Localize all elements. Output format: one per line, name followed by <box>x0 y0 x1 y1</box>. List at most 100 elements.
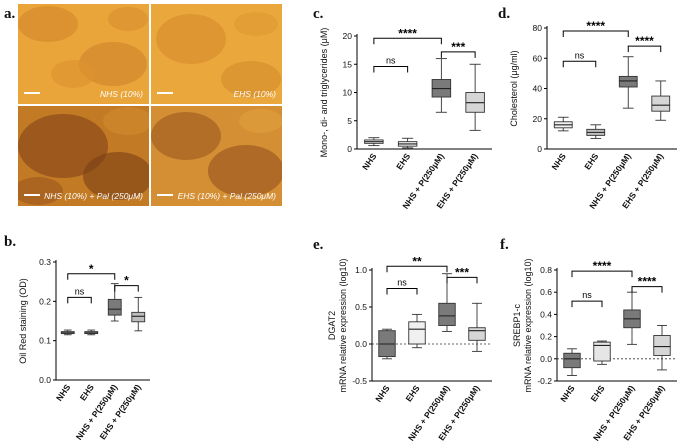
y-tick-label: 80 <box>533 23 543 33</box>
panel-label-e: e. <box>313 237 324 253</box>
y-tick-label: 5 <box>347 116 352 126</box>
y-tick-label: 20 <box>533 114 543 124</box>
significance-label: **** <box>398 26 417 40</box>
box-iqr <box>563 352 581 369</box>
box-iqr <box>468 327 486 341</box>
y-tick-label: 0.4 <box>540 309 552 319</box>
box-3 <box>131 296 146 332</box>
scale-bar <box>24 194 40 196</box>
box-iqr <box>651 95 671 112</box>
micrograph-ehs: EHS (10%) <box>151 4 282 104</box>
bracket-line <box>114 285 139 292</box>
micrograph-nhs: NHS (10%) <box>18 4 149 104</box>
significance-label: *** <box>451 40 465 54</box>
micrograph-ehs-pal-image <box>151 106 282 206</box>
bracket-line <box>373 37 442 45</box>
y-tick-label: 0 <box>347 144 352 154</box>
bracket-line <box>440 51 476 58</box>
bracket-line <box>386 265 448 273</box>
y-axis-label: mRNA relative expression (log10) <box>523 258 533 392</box>
significance-bracket: * <box>67 262 116 280</box>
y-tick-label: 0.0 <box>39 375 51 385</box>
bracket-line <box>631 286 663 293</box>
y-tick-label: 1.0 <box>355 265 367 275</box>
panel-label-f: f. <box>500 237 509 253</box>
significance-label: ns <box>575 50 585 60</box>
y-tick-label: 20 <box>343 31 353 41</box>
box-1 <box>84 329 99 336</box>
x-tick-label: EHS <box>403 383 421 403</box>
box-iqr <box>107 298 122 316</box>
significance-bracket: *** <box>446 265 478 284</box>
bracket-line <box>562 30 629 38</box>
bracket-line <box>67 296 92 304</box>
significance-bracket: ns <box>67 286 92 304</box>
y-axis-label: DGAT2 <box>327 311 337 340</box>
significance-label: ns <box>386 56 396 66</box>
box-iqr <box>653 335 671 356</box>
panel-label-c: c. <box>313 6 324 22</box>
y-tick-label: -0.2 <box>537 376 552 386</box>
box-0 <box>364 137 384 147</box>
box-3 <box>465 63 485 131</box>
y-tick-label: 40 <box>533 84 543 94</box>
bracket-line <box>67 273 116 280</box>
significance-bracket: **** <box>562 19 629 38</box>
significance-bracket: ** <box>386 254 448 273</box>
box-2 <box>618 56 638 109</box>
micrograph-caption: NHS (10%) + Pal (250μM) <box>44 191 143 201</box>
significance-bracket: **** <box>627 34 662 53</box>
significance-label: ns <box>397 278 407 288</box>
significance-label: **** <box>586 19 605 33</box>
x-tick-label: NHS <box>373 383 392 404</box>
significance-label: **** <box>635 34 654 48</box>
x-tick-label: EHS <box>582 151 600 171</box>
significance-bracket: *** <box>440 40 476 58</box>
significance-bracket: ns <box>571 290 603 308</box>
significance-bracket: ns <box>373 56 409 73</box>
significance-label: * <box>124 274 129 288</box>
micrograph-caption: NHS (10%) <box>100 89 143 99</box>
y-tick-label: -0.5 <box>352 376 367 386</box>
y-axis-label: Mono-, di- and triglycerides (μM) <box>319 28 329 158</box>
bracket-line <box>571 270 633 278</box>
box-0 <box>378 328 396 360</box>
box-0 <box>60 329 75 336</box>
significance-bracket: **** <box>631 275 663 293</box>
x-tick-label: NHS <box>549 151 568 172</box>
bracket-line <box>562 60 597 68</box>
scale-bar <box>157 92 173 94</box>
bracket-line <box>571 300 603 308</box>
significance-label: ns <box>75 286 85 296</box>
x-tick-label: EHS <box>78 382 96 402</box>
y-tick-label: 0.6 <box>540 287 552 297</box>
box-3 <box>468 302 486 352</box>
bracket-line <box>627 45 662 53</box>
box-plot-glycerides: 0 5 10 15 20 Mono-, di- and triglycerides (μM… <box>319 26 492 211</box>
x-tick-label: EHS <box>394 151 412 171</box>
micrograph-caption: EHS (10%) <box>233 89 276 99</box>
box-0 <box>553 116 573 132</box>
box-1 <box>397 137 418 149</box>
y-axis-label: Cholesterol (μg/ml) <box>509 50 519 126</box>
significance-bracket: ns <box>562 50 597 68</box>
significance-bracket: * <box>114 274 139 292</box>
y-tick-label: 0.1 <box>39 336 51 346</box>
micrograph-ehs-pal: EHS (10%) + Pal (250μM) <box>151 106 282 206</box>
y-tick-label: 0.5 <box>355 302 367 312</box>
y-tick-label: 10 <box>343 88 353 98</box>
box-plot-srebp1c: -0.2 0.0 0.2 0.4 0.6 0.8 SREBP1-c mRNA relative… <box>512 258 677 443</box>
x-tick-label: EHS <box>588 383 606 403</box>
micrograph-grid: NHS (10%) EHS (10%) NHS (10%) + Pal (250… <box>18 4 283 207</box>
significance-bracket: ns <box>386 278 418 295</box>
panel-label-a: a. <box>4 6 16 22</box>
significance-label: ns <box>582 290 592 300</box>
y-tick-label: 0 <box>537 144 542 154</box>
box-3 <box>651 80 671 121</box>
y-tick-label: 15 <box>343 59 353 69</box>
significance-label: *** <box>455 265 469 279</box>
x-tick-label: NHS <box>54 382 73 403</box>
box-2 <box>431 58 452 113</box>
